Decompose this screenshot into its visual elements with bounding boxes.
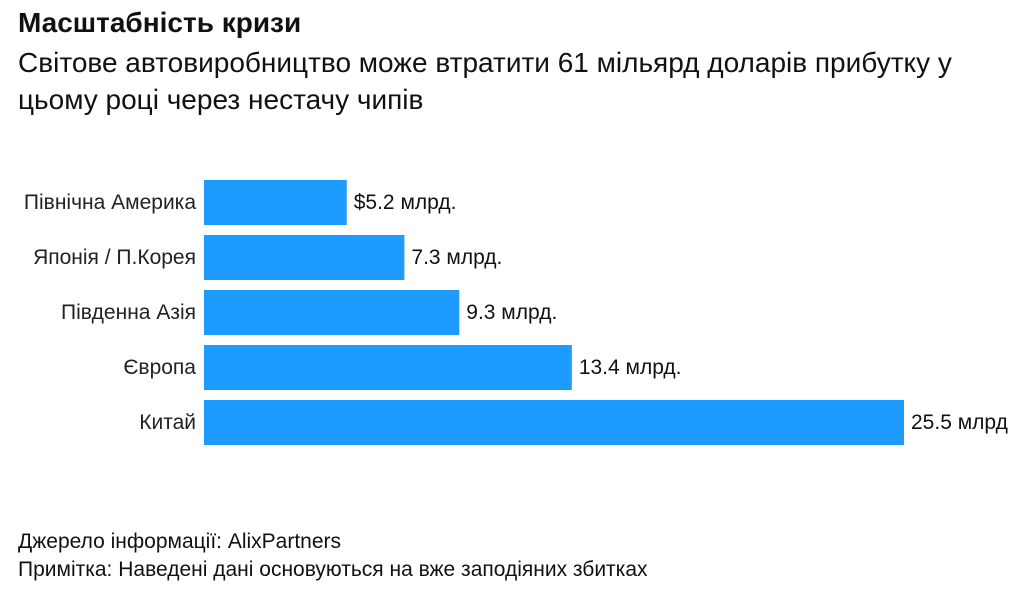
value-label: 9.3 млрд. (466, 301, 557, 324)
source-note: Джерело інформації: AlixPartners (18, 530, 342, 553)
value-label: 25.5 млрд (911, 411, 1008, 434)
bar (204, 345, 572, 390)
value-label: $5.2 млрд. (354, 191, 457, 214)
category-label: Південна Азія (61, 301, 196, 324)
bar (204, 235, 405, 280)
data-note: Примітка: Наведені дані основуються на в… (18, 558, 648, 581)
value-label: 7.3 млрд. (411, 246, 502, 269)
category-label: Європа (123, 356, 196, 379)
bar-chart: Північна Америка $5.2 млрд. Японія / П.Кор… (24, 180, 1008, 445)
bar (204, 290, 460, 335)
bar (204, 400, 904, 445)
chart-title: Масштабність кризи (18, 7, 302, 38)
category-label: Північна Америка (24, 191, 196, 214)
chart-subtitle: Світове автовиробництво може втратити 61… (18, 47, 952, 115)
bar (204, 180, 347, 225)
chart-footer: Джерело інформації: AlixPartners Примітк… (18, 528, 648, 584)
category-label: Японія / П.Корея (33, 246, 196, 269)
value-label: 13.4 млрд. (579, 356, 682, 379)
category-label: Китай (139, 411, 196, 434)
